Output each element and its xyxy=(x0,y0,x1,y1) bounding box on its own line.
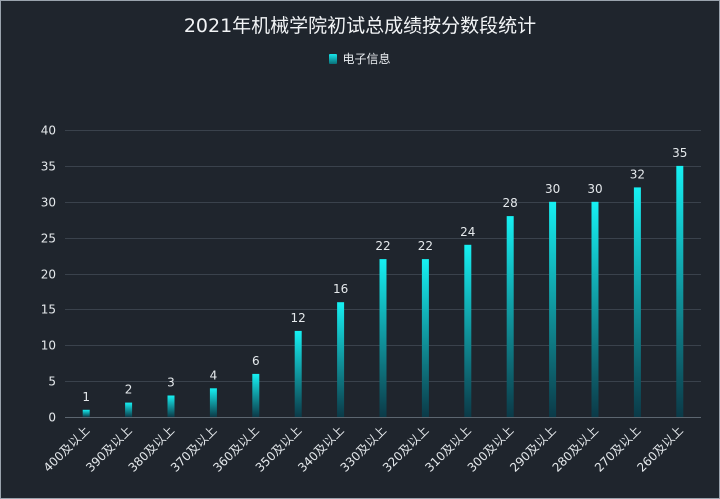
y-tick-label: 0 xyxy=(48,411,56,425)
legend[interactable]: 电子信息 xyxy=(1,50,719,67)
y-tick-label: 25 xyxy=(41,232,56,246)
data-label: 32 xyxy=(630,167,645,181)
bar-400及以上[interactable] xyxy=(82,409,90,417)
data-label: 6 xyxy=(252,354,260,368)
chart-title: 2021年机械学院初试总成绩按分数段统计 xyxy=(183,15,537,37)
data-label: 3 xyxy=(167,376,175,390)
bar-280及以上[interactable] xyxy=(591,201,599,418)
bar-360及以上[interactable] xyxy=(252,373,260,417)
data-label: 2 xyxy=(125,383,133,397)
y-tick-label: 10 xyxy=(41,339,56,353)
bar-380及以上[interactable] xyxy=(167,395,175,418)
bar-300及以上[interactable] xyxy=(506,216,514,417)
data-label: 30 xyxy=(587,182,602,196)
bar-260及以上[interactable] xyxy=(676,165,684,417)
y-tick-label: 5 xyxy=(48,375,56,389)
y-tick-label: 30 xyxy=(41,196,56,210)
data-label: 1 xyxy=(82,390,90,404)
data-label: 16 xyxy=(333,282,348,296)
bar-370及以上[interactable] xyxy=(209,388,217,417)
y-tick-label: 40 xyxy=(41,124,56,138)
x-tick-label: 260及以上 xyxy=(634,423,686,475)
bar-310及以上[interactable] xyxy=(464,244,472,417)
data-label: 24 xyxy=(460,225,475,239)
y-axis-ticks: 0 5 10 15 20 25 30 35 40 xyxy=(41,124,56,425)
bar-290及以上[interactable] xyxy=(549,201,557,418)
bar-320及以上[interactable] xyxy=(421,259,429,417)
bar-350及以上[interactable] xyxy=(294,330,302,417)
legend-label: 电子信息 xyxy=(342,52,391,66)
data-label: 12 xyxy=(291,311,306,325)
data-label: 4 xyxy=(210,368,218,382)
bar-330及以上[interactable] xyxy=(379,259,387,417)
y-tick-label: 35 xyxy=(41,160,56,174)
y-tick-label: 15 xyxy=(41,303,56,317)
legend-swatch xyxy=(329,53,338,64)
bars xyxy=(82,165,684,418)
data-label: 22 xyxy=(375,239,390,253)
data-label: 28 xyxy=(503,196,518,210)
x-axis-ticks: 400及以上390及以上380及以上370及以上360及以上350及以上340及… xyxy=(41,423,686,475)
data-label: 30 xyxy=(545,182,560,196)
data-label: 35 xyxy=(672,146,687,160)
bar-340及以上[interactable] xyxy=(337,302,345,417)
bar-390及以上[interactable] xyxy=(125,402,133,417)
data-label: 22 xyxy=(418,239,433,253)
y-tick-label: 20 xyxy=(41,268,56,282)
bar-270及以上[interactable] xyxy=(633,187,641,417)
